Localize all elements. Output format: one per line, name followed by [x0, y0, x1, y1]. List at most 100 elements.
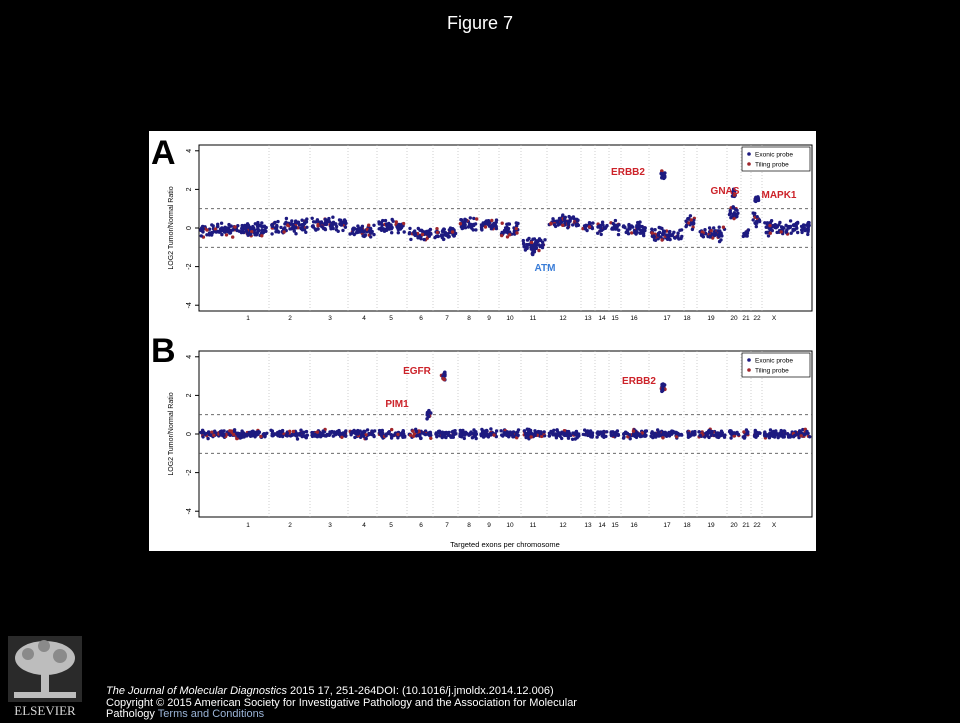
exonic-probe-point: [628, 437, 632, 441]
tiling-probe-point: [529, 435, 533, 439]
exonic-probe-point: [771, 434, 775, 438]
exonic-probe-point: [783, 429, 787, 434]
exonic-probe-point: [310, 224, 315, 228]
tiling-probe-point: [408, 433, 413, 437]
exonic-probe-point: [569, 433, 573, 438]
tiling-probe-point: [768, 223, 772, 228]
exonic-probe-point: [486, 435, 491, 439]
tiling-probe-point: [205, 228, 209, 232]
exonic-probe-point: [658, 230, 662, 235]
exonic-probe-point: [356, 230, 360, 234]
exonic-probe-point: [650, 431, 655, 436]
exonic-probe-point: [686, 217, 690, 221]
exonic-probe-point: [390, 217, 394, 222]
amplified-probe-point: [441, 376, 446, 381]
x-tick-label: 9: [487, 315, 491, 322]
exonic-probe-point: [395, 225, 399, 229]
exonic-probe-point: [796, 230, 800, 235]
exonic-probe-point: [293, 221, 298, 225]
exonic-probe-point: [800, 225, 804, 229]
amplified-probe-point: [530, 252, 535, 257]
exonic-probe-point: [331, 215, 335, 219]
exonic-probe-point: [425, 232, 429, 236]
exonic-probe-point: [673, 430, 677, 435]
exonic-probe-point: [507, 230, 512, 234]
exonic-probe-point: [707, 428, 711, 433]
terms-link[interactable]: Terms and Conditions: [157, 708, 265, 720]
exonic-probe-point: [540, 245, 545, 250]
exonic-probe-point: [440, 431, 444, 435]
exonic-probe-point: [248, 232, 253, 236]
exonic-probe-point: [765, 221, 769, 225]
exonic-probe-point: [667, 230, 672, 234]
exonic-probe-point: [735, 208, 739, 212]
exonic-probe-point: [668, 432, 672, 436]
exonic-probe-point: [446, 232, 450, 236]
tiling-probe-point: [505, 235, 510, 239]
tiling-probe-point: [367, 223, 371, 227]
exonic-probe-point: [590, 225, 594, 230]
exonic-probe-point: [636, 220, 640, 225]
exonic-probe-point: [527, 236, 531, 241]
elsevier-tree-icon: ELSEVIER: [8, 636, 82, 718]
y-tick-label: 0: [186, 432, 193, 436]
exonic-probe-point: [532, 432, 536, 437]
amplified-probe-point: [662, 171, 666, 176]
exonic-probe-point: [468, 432, 472, 437]
exonic-probe-point: [500, 230, 504, 235]
tiling-probe-point: [282, 230, 286, 234]
x-tick-label: 18: [683, 315, 691, 322]
exonic-probe-point: [566, 436, 571, 440]
exonic-probe-point: [238, 436, 242, 440]
citation-journal: The Journal of Molecular Diagnostics: [106, 685, 287, 697]
exonic-probe-point: [380, 223, 384, 228]
x-tick-label: 21: [742, 522, 750, 529]
exonic-probe-point: [437, 429, 442, 433]
exonic-probe-point: [248, 434, 253, 438]
exonic-probe-point: [206, 436, 210, 441]
x-tick-label: 10: [506, 315, 514, 322]
figure-image: A 4 2 0 -2 -4 LOG2 Tumor/Normal Ratio 1 2 3 4 5 6 7 8 9…: [149, 131, 816, 551]
exonic-probe-point: [356, 432, 360, 436]
exonic-probe-point: [591, 221, 595, 225]
exonic-probe-point: [703, 435, 707, 439]
exonic-probe-point: [527, 437, 531, 441]
exonic-probe-point: [427, 234, 431, 238]
y-tick-label: -4: [186, 302, 193, 308]
tiling-probe-point: [514, 226, 518, 231]
exonic-probe-point: [665, 233, 669, 237]
y-tick-label: 4: [186, 149, 193, 153]
exonic-probe-point: [242, 230, 246, 235]
exonic-probe-point: [451, 432, 456, 436]
exonic-probe-point: [294, 433, 298, 438]
exonic-probe-point: [550, 431, 554, 435]
exonic-probe-point: [615, 429, 620, 433]
exonic-probe-point: [690, 227, 695, 232]
exonic-probe-point: [200, 428, 205, 432]
amplified-probe-point: [532, 249, 537, 254]
exonic-probe-point: [613, 218, 618, 223]
exonic-probe-point: [227, 432, 231, 436]
exonic-probe-point: [717, 225, 721, 229]
gene-label-egfr: EGFR: [403, 366, 432, 377]
exonic-probe-point: [298, 431, 302, 436]
exonic-probe-point: [217, 230, 221, 234]
exonic-probe-point: [486, 219, 491, 223]
x-tick-label: 10: [506, 522, 514, 529]
exonic-probe-point: [422, 237, 426, 242]
exonic-probe-point: [753, 221, 757, 225]
exonic-probe-point: [719, 431, 723, 436]
citation-details: 2015 17, 251-264DOI: (10.1016/j.jmoldx.2…: [286, 685, 554, 697]
exonic-probe-point: [450, 435, 454, 439]
exonic-probe-point: [542, 430, 546, 434]
exonic-probe-point: [408, 231, 412, 235]
exonic-probe-point: [805, 429, 809, 434]
legend-label: Exonic probe: [755, 152, 793, 159]
exonic-probe-point: [626, 232, 631, 236]
exonic-probe-point: [396, 227, 400, 232]
exonic-probe-point: [500, 433, 504, 437]
exonic-probe-point: [380, 434, 384, 438]
exonic-probe-point: [242, 432, 247, 436]
exonic-probe-point: [472, 434, 476, 439]
exonic-probe-point: [735, 430, 739, 435]
